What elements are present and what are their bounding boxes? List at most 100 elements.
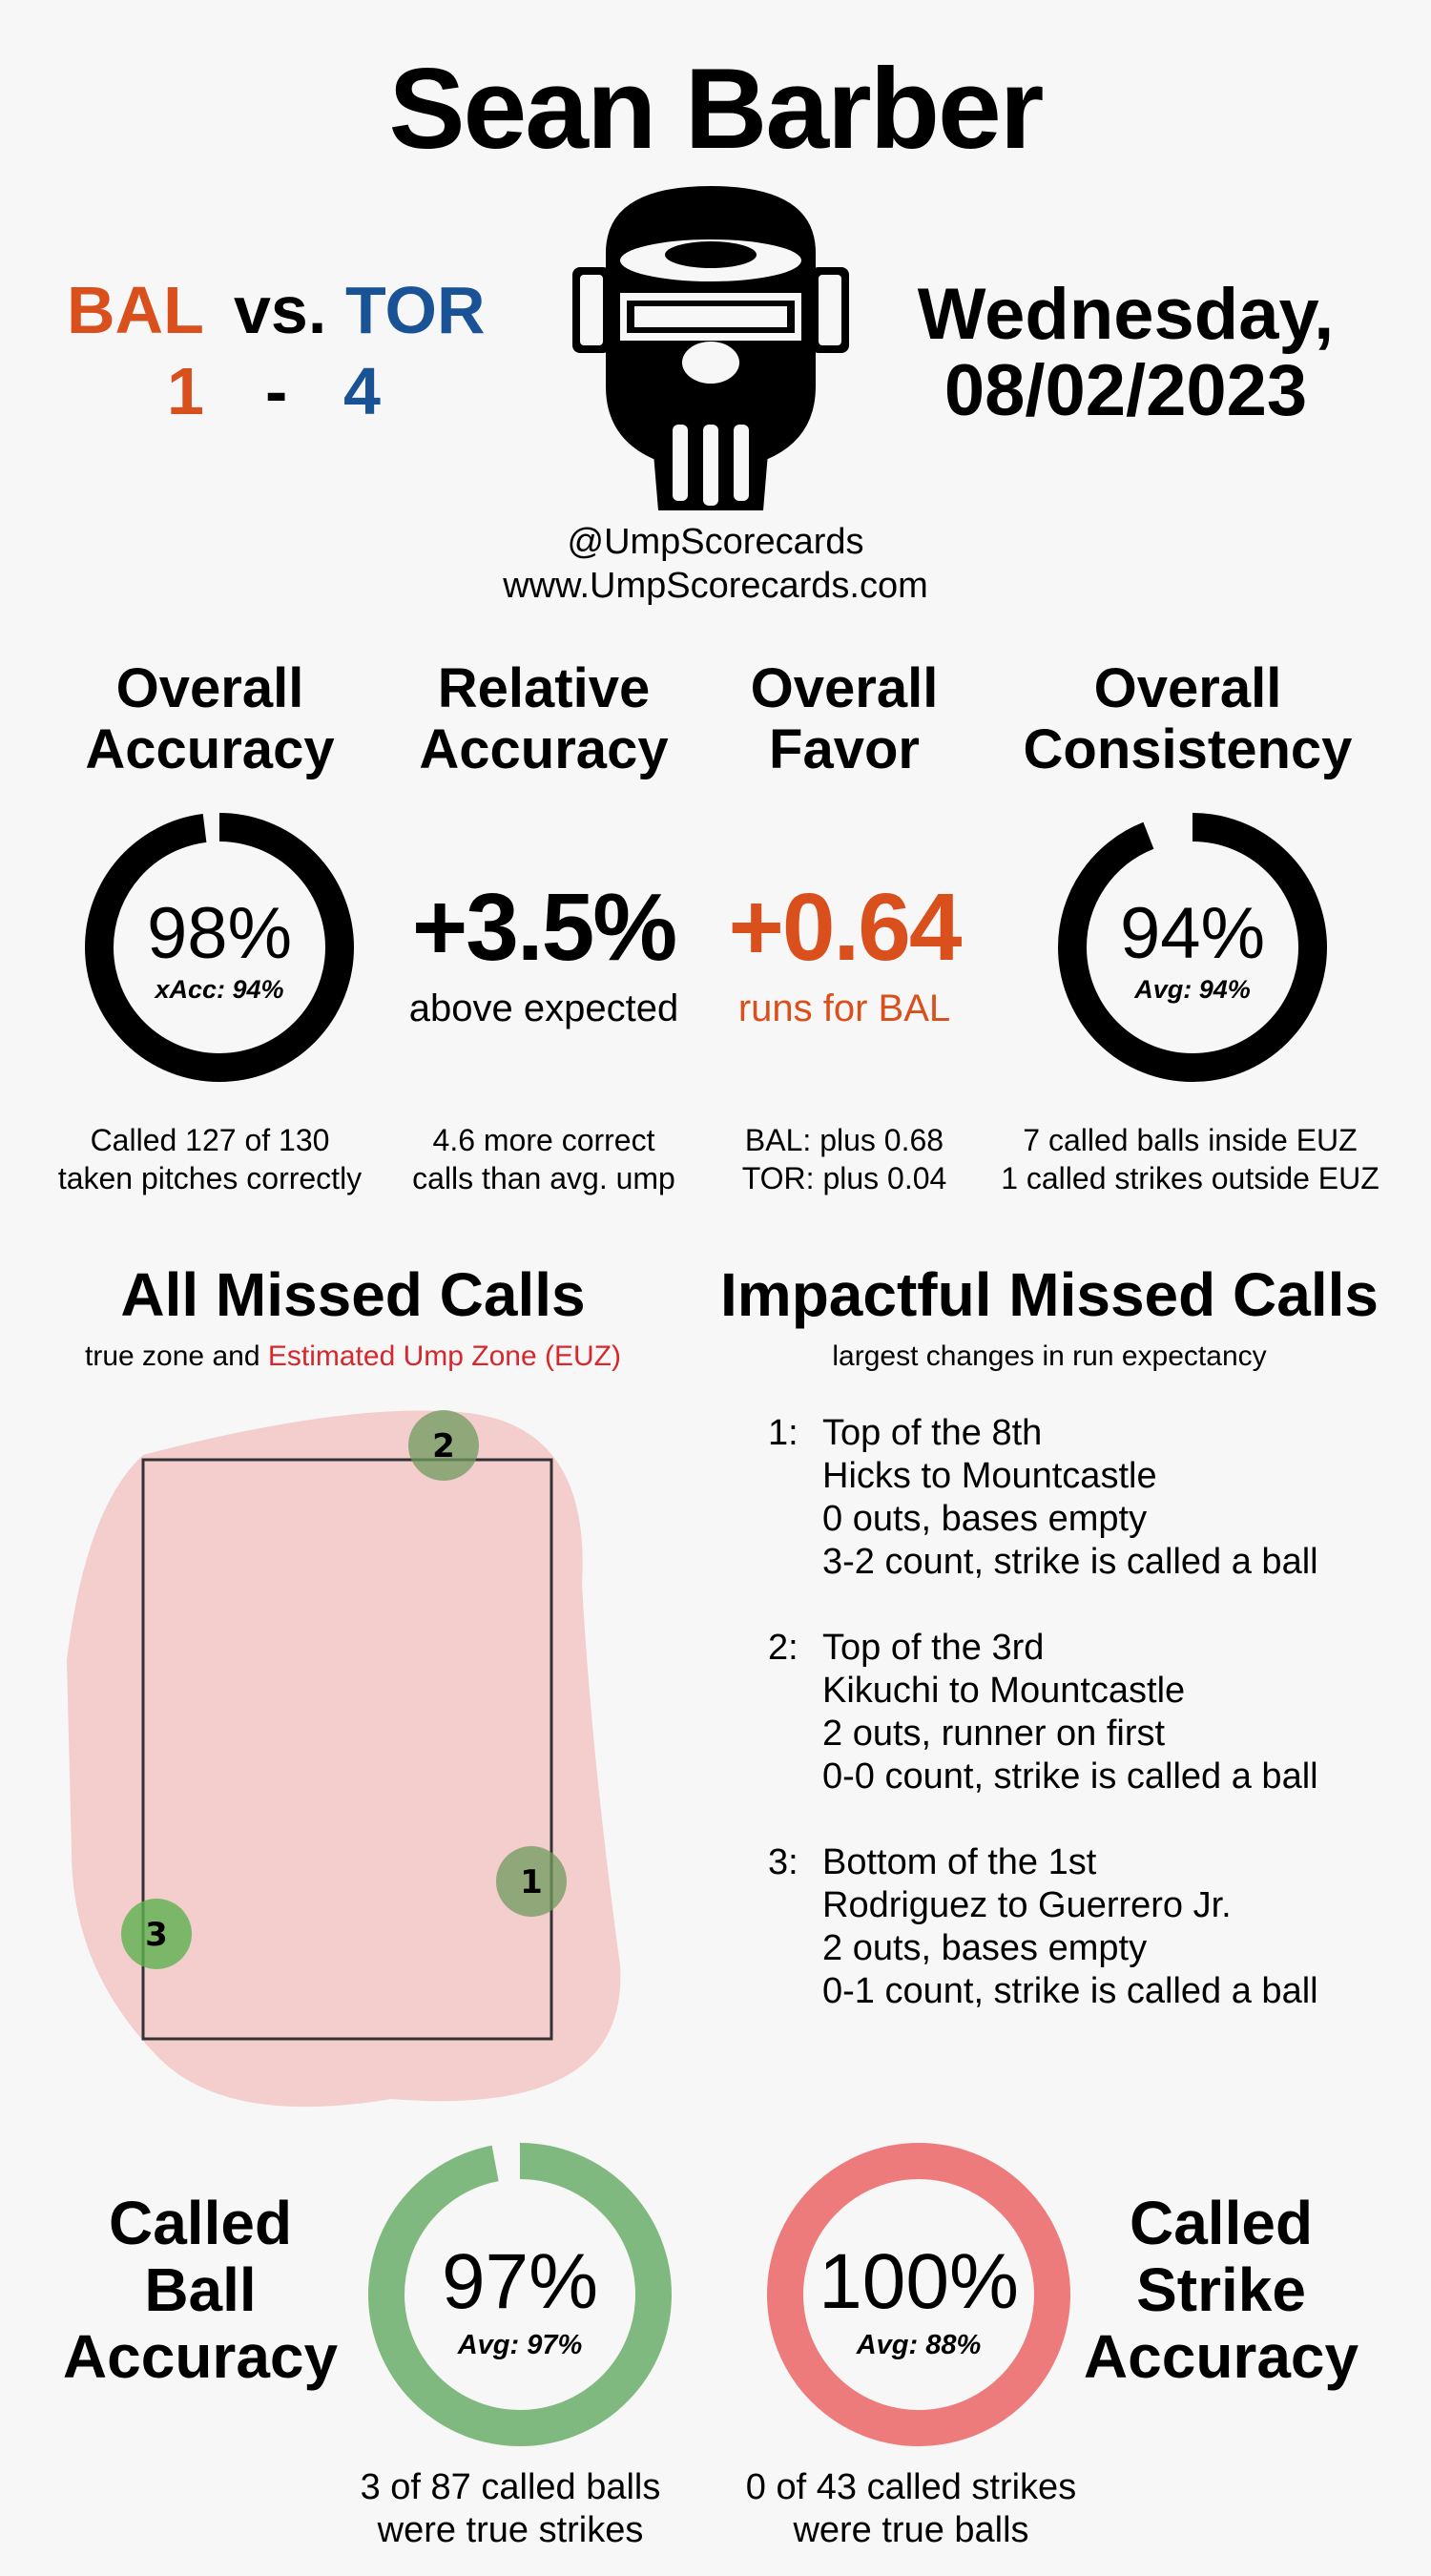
item-number: 2: bbox=[768, 1628, 798, 1668]
detail-line: TOR: plus 0.04 bbox=[741, 1161, 947, 1195]
subtitle-euz: Estimated Ump Zone (EUZ) bbox=[267, 1340, 621, 1372]
title-line: Favor bbox=[769, 718, 920, 780]
marker-label: 2 bbox=[432, 1427, 455, 1465]
marker-label: 3 bbox=[145, 1916, 168, 1954]
list-item: 3: Bottom of the 1st Rodriguez to Guerre… bbox=[768, 1841, 1398, 2013]
overall-consistency-detail: 7 called balls inside EUZ 1 called strik… bbox=[978, 1121, 1402, 1197]
detail-line: 1 called strikes outside EUZ bbox=[1001, 1161, 1379, 1195]
note-line: 0 of 43 called strikes bbox=[745, 2467, 1077, 2507]
list-item: 2: Top of the 3rd Kikuchi to Mountcastle… bbox=[768, 1627, 1398, 1798]
overall-favor-title: Overall Favor bbox=[673, 658, 1016, 780]
title-line: Accuracy bbox=[419, 718, 669, 780]
called-strike-accuracy-title: Called Strike Accuracy bbox=[1068, 2190, 1374, 2390]
away-score: 1 bbox=[167, 354, 204, 428]
relative-accuracy-detail: 4.6 more correct calls than avg. ump bbox=[372, 1121, 716, 1197]
date-value: 08/02/2023 bbox=[944, 350, 1308, 431]
situation: 0 outs, bases empty bbox=[822, 1499, 1148, 1539]
relative-accuracy-title: Relative Accuracy bbox=[372, 658, 716, 780]
title-line: Strike bbox=[1136, 2255, 1306, 2324]
item-number: 3: bbox=[768, 1842, 798, 1882]
title-line: Relative bbox=[437, 657, 651, 719]
called-strike-note: 0 of 43 called strikes were true balls bbox=[706, 2466, 1116, 2552]
note-line: were true balls bbox=[793, 2510, 1029, 2550]
subtitle-true-zone: true zone and bbox=[85, 1340, 260, 1372]
detail-line: 7 called balls inside EUZ bbox=[1023, 1123, 1358, 1157]
title-line: Overall bbox=[115, 657, 304, 719]
ball-accuracy-arc bbox=[368, 2143, 672, 2446]
item-details: Top of the 8th Hicks to Mountcastle 0 ou… bbox=[822, 1412, 1318, 1584]
overall-consistency-value: 94% bbox=[1119, 893, 1266, 974]
count-call: 0-1 count, strike is called a ball bbox=[822, 1971, 1318, 2011]
away-team: BAL bbox=[67, 273, 204, 347]
count-call: 3-2 count, strike is called a ball bbox=[822, 1542, 1318, 1582]
missed-call-marker-1: 1 bbox=[496, 1846, 567, 1917]
overall-accuracy-detail: Called 127 of 130 taken pitches correctl… bbox=[29, 1121, 391, 1197]
note-line: 3 of 87 called balls bbox=[360, 2467, 661, 2507]
overall-favor-value: +0.64 bbox=[728, 874, 962, 981]
matchup: Rodriguez to Guerrero Jr. bbox=[822, 1885, 1232, 1925]
euz-region bbox=[67, 1410, 621, 2108]
title-line: Ball bbox=[144, 2255, 257, 2324]
title-line: Accuracy bbox=[62, 2322, 339, 2391]
marker-label: 1 bbox=[520, 1863, 543, 1901]
detail-line: BAL: plus 0.68 bbox=[744, 1123, 944, 1157]
strike-accuracy-arc bbox=[767, 2143, 1070, 2446]
missed-call-marker-3: 3 bbox=[121, 1899, 192, 1969]
overall-accuracy-title: Overall Accuracy bbox=[38, 658, 382, 780]
item-number: 1: bbox=[768, 1413, 798, 1453]
overall-favor-detail: BAL: plus 0.68 TOR: plus 0.04 bbox=[673, 1121, 1016, 1197]
score-separator: - bbox=[265, 354, 288, 428]
situation: 2 outs, runner on first bbox=[822, 1714, 1166, 1754]
twitter-handle: @UmpScorecards bbox=[567, 522, 864, 562]
matchup: Kikuchi to Mountcastle bbox=[822, 1671, 1186, 1711]
title-line: Called bbox=[1129, 2189, 1314, 2257]
all-missed-calls-subtitle: true zone and Estimated Ump Zone (EUZ) bbox=[19, 1340, 687, 1373]
called-ball-accuracy-title: Called Ball Accuracy bbox=[38, 2190, 363, 2390]
inning: Bottom of the 1st bbox=[822, 1842, 1097, 1882]
title-line: Overall bbox=[1093, 657, 1282, 719]
overall-accuracy-value: 98% bbox=[146, 893, 293, 974]
called-strike-accuracy-ring bbox=[767, 2143, 1070, 2446]
title-line: Called bbox=[108, 2189, 293, 2257]
item-details: Top of the 3rd Kikuchi to Mountcastle 2 … bbox=[822, 1627, 1318, 1798]
note-line: were true strikes bbox=[377, 2510, 644, 2550]
called-ball-accuracy-ring bbox=[368, 2143, 672, 2446]
detail-line: calls than avg. ump bbox=[412, 1161, 675, 1195]
detail-line: taken pitches correctly bbox=[57, 1161, 363, 1195]
called-ball-accuracy-value: 97% bbox=[441, 2238, 599, 2325]
missed-call-marker-2: 2 bbox=[408, 1410, 479, 1481]
overall-consistency-avg: Avg: 94% bbox=[1134, 975, 1251, 1004]
umpire-mask-icon bbox=[572, 186, 849, 510]
relative-accuracy-sub: above expected bbox=[408, 987, 679, 1029]
overall-consistency-ring bbox=[1058, 813, 1327, 1082]
called-strike-accuracy-avg: Avg: 88% bbox=[856, 2330, 982, 2360]
overall-consistency-title: Overall Consistency bbox=[1016, 658, 1359, 780]
umpire-name: Sean Barber bbox=[388, 45, 1045, 173]
game-date: Wednesday, 08/02/2023 bbox=[887, 277, 1364, 429]
title-line: Consistency bbox=[1023, 718, 1353, 780]
impactful-missed-calls-title: Impactful Missed Calls bbox=[720, 1260, 1379, 1329]
credits: @UmpScorecards www.UmpScorecards.com bbox=[382, 520, 1049, 608]
detail-line: Called 127 of 130 bbox=[90, 1123, 330, 1157]
relative-accuracy-value: +3.5% bbox=[411, 874, 677, 981]
called-ball-accuracy-avg: Avg: 97% bbox=[457, 2330, 583, 2360]
inning: Top of the 3rd bbox=[822, 1628, 1045, 1668]
title-line: Accuracy bbox=[85, 718, 335, 780]
date-weekday: Wednesday, bbox=[917, 274, 1335, 355]
consistency-arc bbox=[1058, 813, 1327, 1082]
overall-accuracy-xacc: xAcc: 94% bbox=[155, 975, 284, 1004]
impactful-missed-calls-list: 1: Top of the 8th Hicks to Mountcastle 0… bbox=[768, 1412, 1398, 2056]
home-score: 4 bbox=[343, 354, 381, 428]
situation: 2 outs, bases empty bbox=[822, 1928, 1148, 1968]
inning: Top of the 8th bbox=[822, 1413, 1043, 1453]
title-line: Accuracy bbox=[1083, 2322, 1359, 2391]
strike-zone-plot: 2 1 3 bbox=[67, 1410, 621, 2108]
website-url: www.UmpScorecards.com bbox=[503, 566, 928, 606]
overall-accuracy-ring bbox=[85, 813, 354, 1082]
called-ball-note: 3 of 87 called balls were true strikes bbox=[305, 2466, 716, 2552]
matchup: Hicks to Mountcastle bbox=[822, 1456, 1157, 1496]
count-call: 0-0 count, strike is called a ball bbox=[822, 1756, 1318, 1797]
accuracy-arc bbox=[85, 813, 354, 1082]
overall-favor-sub: runs for BAL bbox=[737, 987, 951, 1029]
called-strike-accuracy-value: 100% bbox=[819, 2238, 1019, 2325]
